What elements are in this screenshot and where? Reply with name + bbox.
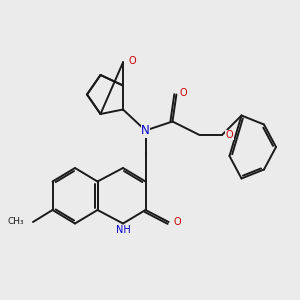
Text: NH: NH bbox=[116, 225, 130, 235]
Text: O: O bbox=[226, 130, 233, 140]
Text: O: O bbox=[129, 56, 136, 66]
Text: O: O bbox=[179, 88, 187, 98]
Text: O: O bbox=[173, 217, 181, 227]
Text: CH₃: CH₃ bbox=[8, 218, 24, 226]
Text: N: N bbox=[141, 124, 150, 137]
